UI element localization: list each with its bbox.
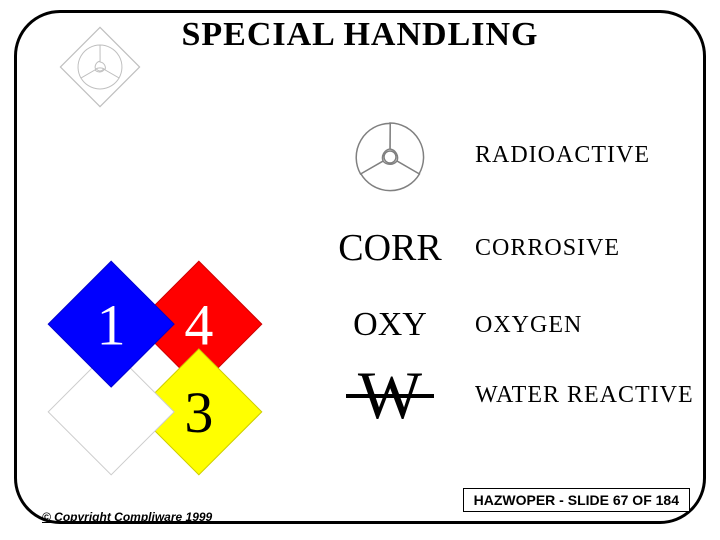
w-symbol: W xyxy=(305,360,475,430)
legend-row-radioactive: RADIOACTIVE xyxy=(305,112,650,198)
nfpa-health: 1 xyxy=(48,261,175,388)
corr-text: CORR xyxy=(338,226,441,270)
legend-label-oxygen: OXYGEN xyxy=(475,312,582,339)
corr-symbol: CORR xyxy=(305,226,475,270)
trefoil-icon xyxy=(305,112,475,198)
nfpa-health-value: 1 xyxy=(97,291,126,358)
legend-row-water: W WATER REACTIVE xyxy=(305,360,694,430)
legend-label-water: WATER REACTIVE xyxy=(475,382,694,409)
nfpa-diamond: 4 3 1 xyxy=(25,238,285,498)
slide-counter: HAZWOPER - SLIDE 67 OF 184 xyxy=(463,488,690,512)
nfpa-reactivity-value: 3 xyxy=(184,378,213,445)
w-strike xyxy=(346,394,434,398)
decor-diamond-trefoil xyxy=(53,20,147,114)
legend-label-radioactive: RADIOACTIVE xyxy=(475,142,650,169)
oxy-symbol: OXY xyxy=(305,306,475,344)
legend-label-corrosive: CORROSIVE xyxy=(475,235,620,262)
legend-row-corrosive: CORR CORROSIVE xyxy=(305,226,620,270)
legend-row-oxygen: OXY OXYGEN xyxy=(305,306,582,344)
oxy-text: OXY xyxy=(353,306,427,344)
copyright-text: © Copyright Compliware 1999 xyxy=(42,510,212,524)
